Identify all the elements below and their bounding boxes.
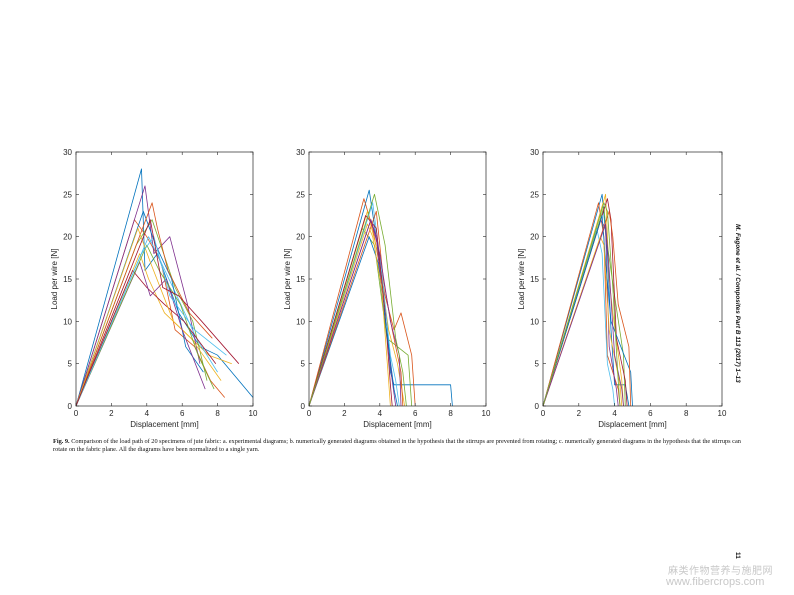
series-line-11	[75, 261, 206, 407]
series-line-6	[75, 236, 218, 407]
series-line-3	[75, 253, 232, 407]
y-tick-label: 30	[530, 148, 539, 157]
series-line-8	[75, 210, 204, 407]
chart-panel-b: 0 2 4 6 8 10 0 5 10 15 20 25 30 Displacement [mm] Load…	[283, 148, 491, 429]
x-axis-label: Displacement [mm]	[130, 420, 198, 429]
series-line-10	[75, 227, 222, 407]
y-tick-label: 5	[535, 360, 540, 369]
y-tick-label: 30	[63, 148, 72, 157]
x-tick-label: 2	[109, 409, 114, 418]
watermark-title: 麻类作物营养与施肥网	[668, 566, 773, 577]
x-axis-label: Displacement [mm]	[598, 420, 666, 429]
series-line-7	[75, 270, 217, 407]
y-axis-label: Load per wire [N]	[283, 249, 292, 310]
x-tick-label: 10	[249, 409, 258, 418]
series-line-7	[542, 198, 628, 407]
x-tick-label: 0	[541, 409, 546, 418]
y-tick-label: 20	[63, 233, 72, 242]
series-line-5	[542, 206, 626, 407]
series-line-8	[542, 215, 633, 407]
series-line-10	[542, 236, 623, 407]
axes-frame	[542, 151, 723, 407]
y-tick-label: 5	[301, 360, 306, 369]
y-tick-label: 0	[68, 402, 73, 411]
y-tick-label: 10	[530, 317, 539, 326]
y-tick-label: 20	[530, 233, 539, 242]
series-line-12	[542, 202, 621, 407]
series-line-4	[75, 185, 201, 407]
series-line-12	[75, 244, 215, 407]
x-tick-label: 8	[684, 409, 689, 418]
y-tick-label: 10	[63, 317, 72, 326]
y-tick-label: 0	[535, 402, 540, 411]
x-tick-label: 4	[145, 409, 150, 418]
y-tick-label: 5	[68, 360, 73, 369]
series-line-1	[542, 193, 630, 407]
y-tick-label: 25	[63, 190, 72, 199]
series-line-11	[542, 223, 624, 407]
series-line-2	[542, 202, 621, 407]
x-tick-label: 0	[307, 409, 312, 418]
y-tick-label: 25	[296, 190, 305, 199]
series-line-12	[308, 193, 407, 407]
figure-caption: Fig. 9. Comparison of the load path of 2…	[53, 438, 743, 454]
chart-panel-c: 0 2 4 6 8 10 0 5 10 15 20 25 30 Displacement [mm] Load…	[517, 148, 727, 429]
series-line-7	[308, 215, 393, 407]
series-line-2	[75, 219, 226, 407]
y-tick-label: 15	[63, 275, 72, 284]
series-line-5	[308, 227, 413, 407]
series-line-5	[75, 219, 208, 407]
caption-text: Comparison of the load path of 20 specim…	[53, 438, 741, 453]
x-axis-label: Displacement [mm]	[363, 420, 431, 429]
x-tick-label: 8	[448, 409, 453, 418]
series-line-3	[308, 210, 405, 407]
series-line-6	[542, 227, 615, 407]
x-tick-label: 6	[413, 409, 418, 418]
series-line-14	[75, 219, 240, 407]
x-tick-label: 10	[718, 409, 727, 418]
series-line-1	[75, 168, 254, 407]
x-tick-label: 2	[577, 409, 582, 418]
y-tick-label: 15	[530, 275, 539, 284]
series-line-8	[308, 236, 398, 407]
x-tick-label: 6	[180, 409, 185, 418]
series-line-9	[542, 210, 632, 407]
chart-panel-a: 0 2 4 6 8 10 0 5 10 15 20 25 30 Displacement [mm] Load…	[50, 148, 258, 429]
series-line-13	[75, 236, 227, 407]
x-tick-label: 0	[74, 409, 79, 418]
y-tick-label: 0	[301, 402, 306, 411]
y-axis-label: Load per wire [N]	[517, 249, 526, 310]
y-tick-label: 15	[296, 275, 305, 284]
series-line-4	[308, 219, 397, 407]
x-tick-label: 6	[648, 409, 653, 418]
caption-label: Fig. 9.	[53, 438, 70, 445]
watermark-url: www.fibercrops.com	[666, 576, 765, 588]
x-tick-label: 2	[342, 409, 347, 418]
y-tick-label: 25	[530, 190, 539, 199]
x-tick-label: 8	[215, 409, 220, 418]
y-tick-label: 30	[296, 148, 305, 157]
x-tick-label: 4	[378, 409, 383, 418]
x-tick-label: 10	[482, 409, 491, 418]
series-line-11	[308, 219, 402, 407]
running-head: M. Fagone et al. / Composites Part B 113…	[734, 224, 741, 383]
y-tick-label: 10	[296, 317, 305, 326]
x-tick-label: 4	[612, 409, 617, 418]
axes-frame	[308, 151, 487, 407]
series-line-6	[308, 202, 400, 407]
page-number: 11	[734, 552, 741, 559]
y-tick-label: 20	[296, 233, 305, 242]
series-line-10	[308, 223, 391, 407]
series-line-9	[75, 202, 213, 407]
y-axis-label: Load per wire [N]	[50, 249, 59, 310]
